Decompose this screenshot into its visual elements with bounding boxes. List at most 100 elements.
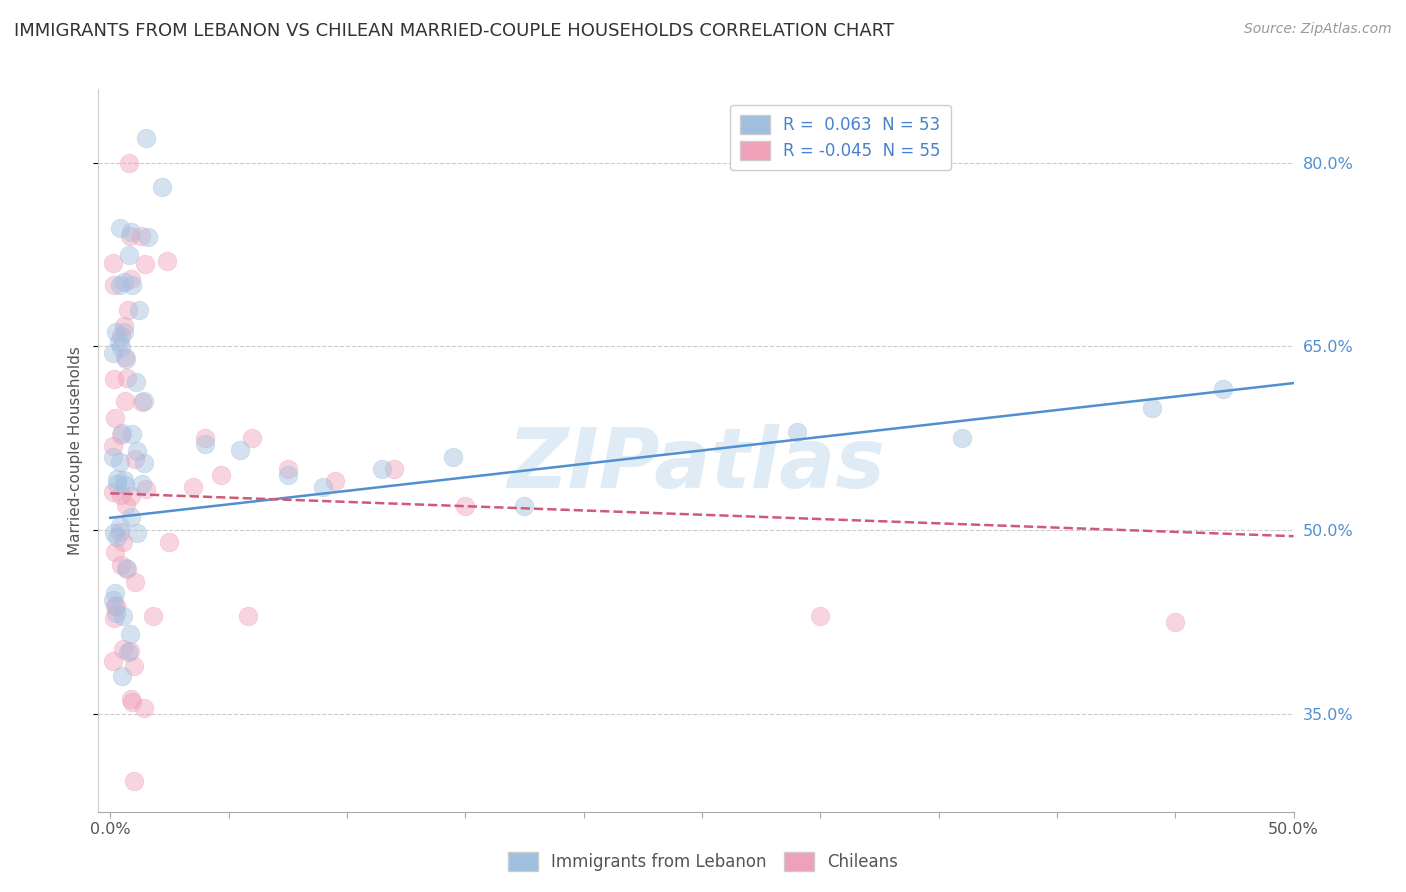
Point (134, 257, 156, 271)
Text: IMMIGRANTS FROM LEBANON VS CHILEAN MARRIED-COUPLE HOUSEHOLDS CORRELATION CHART: IMMIGRANTS FROM LEBANON VS CHILEAN MARRI… (14, 22, 894, 40)
Point (117, 645, 139, 659)
Point (121, 426, 143, 441)
Point (229, 443, 252, 458)
Point (1164, 615, 1187, 629)
Point (1212, 382, 1234, 396)
Point (108, 454, 131, 468)
Point (786, 425, 808, 439)
Point (118, 248, 141, 262)
Point (132, 701, 155, 715)
Point (950, 431, 973, 445)
Point (122, 659, 145, 673)
Point (323, 474, 346, 488)
Point (156, 253, 179, 268)
Point (441, 450, 464, 464)
Point (118, 644, 141, 658)
Point (135, 482, 157, 496)
Point (110, 558, 132, 572)
Point (110, 340, 132, 354)
Point (120, 510, 142, 524)
Point (114, 474, 136, 488)
Point (111, 669, 134, 683)
Legend: Immigrants from Lebanon, Chileans: Immigrants from Lebanon, Chileans (499, 843, 907, 880)
Point (103, 450, 125, 465)
Point (110, 428, 132, 442)
Point (115, 371, 138, 385)
Point (103, 545, 125, 559)
Y-axis label: Married-couple Households: Married-couple Households (67, 346, 83, 555)
Point (128, 302, 150, 317)
Text: Source: ZipAtlas.com: Source: ZipAtlas.com (1244, 22, 1392, 37)
Point (312, 480, 335, 494)
Point (112, 609, 135, 624)
Point (105, 477, 128, 491)
Point (513, 499, 536, 513)
Point (114, 499, 136, 513)
Point (108, 221, 131, 235)
Point (454, 499, 477, 513)
Text: ZIPatlas: ZIPatlas (508, 425, 884, 506)
Point (277, 462, 299, 476)
Point (131, 477, 153, 491)
Point (118, 229, 141, 244)
Point (104, 607, 127, 621)
Point (120, 272, 142, 286)
Point (120, 691, 142, 706)
Point (277, 467, 299, 482)
Point (157, 535, 180, 549)
Point (194, 431, 217, 445)
Point (1140, 401, 1163, 415)
Point (371, 462, 394, 476)
Point (382, 462, 405, 476)
Point (125, 375, 148, 389)
Point (101, 593, 124, 607)
Point (142, 608, 165, 623)
Point (110, 488, 132, 502)
Point (104, 599, 127, 613)
Point (104, 586, 127, 600)
Point (110, 519, 132, 533)
Point (194, 437, 217, 451)
Point (103, 485, 125, 500)
Point (103, 277, 125, 292)
Point (112, 641, 135, 656)
Point (181, 480, 204, 494)
Point (127, 444, 149, 458)
Point (103, 372, 125, 386)
Point (110, 329, 132, 343)
Point (240, 431, 263, 445)
Legend: R =  0.063  N = 53, R = -0.045  N = 55: R = 0.063 N = 53, R = -0.045 N = 55 (730, 104, 950, 169)
Point (135, 131, 157, 145)
Point (121, 695, 143, 709)
Point (105, 530, 128, 544)
Point (115, 560, 138, 574)
Point (236, 608, 259, 623)
Point (150, 180, 173, 194)
Point (129, 229, 152, 244)
Point (103, 526, 125, 541)
Point (101, 256, 124, 270)
Point (115, 562, 138, 576)
Point (115, 352, 138, 367)
Point (104, 325, 127, 339)
Point (211, 467, 233, 482)
Point (117, 303, 139, 318)
Point (122, 774, 145, 789)
Point (103, 611, 125, 625)
Point (125, 526, 148, 541)
Point (132, 394, 155, 409)
Point (101, 655, 124, 669)
Point (108, 524, 131, 539)
Point (114, 318, 136, 333)
Point (138, 230, 160, 244)
Point (105, 472, 128, 486)
Point (120, 489, 142, 503)
Point (101, 438, 124, 452)
Point (112, 534, 135, 549)
Point (808, 608, 831, 623)
Point (114, 478, 136, 492)
Point (120, 226, 142, 240)
Point (124, 451, 146, 466)
Point (108, 335, 131, 350)
Point (124, 575, 146, 590)
